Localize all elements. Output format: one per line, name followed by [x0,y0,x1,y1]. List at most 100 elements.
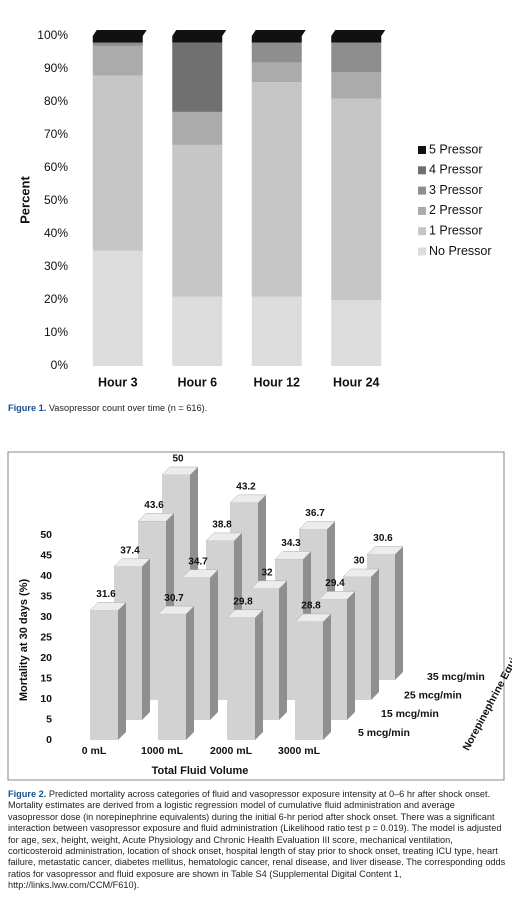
bar-side [395,546,403,680]
legend-label: No Pressor [429,244,492,258]
caption-text: Vasopressor count over time (n = 616). [48,403,208,413]
data-label: 36.7 [305,508,325,519]
y-tick-label: 40% [44,226,68,240]
y-tick-label: 60% [44,160,68,174]
x-tick-label: 1000 mL [141,745,184,757]
data-label: 50 [172,454,184,465]
y-tick-label: 20 [40,652,52,664]
bar-segment [331,300,382,366]
caption-label: Figure 2. [8,789,47,799]
bar-side [279,580,287,720]
x-tick-label: Hour 3 [98,375,138,389]
y-tick-label: 30% [44,259,68,273]
bar [227,617,255,740]
bar-segment [92,36,143,43]
x-tick-label: 2000 mL [210,745,253,757]
bar-segment [251,36,302,43]
y-tick-label: 50% [44,193,68,207]
bar-cap [92,30,147,36]
y-tick-label: 5 [46,713,52,725]
bar-segment [251,82,302,297]
y-tick-label: 50 [40,529,52,541]
y-axis-title: Percent [17,175,32,223]
bar-segment [251,296,302,366]
x-axis-title: Total Fluid Volume [152,765,249,777]
y-tick-label: 0% [51,358,69,372]
legend-swatch [418,166,426,175]
y-tick-label: 80% [44,94,68,108]
data-label: 29.4 [325,578,345,589]
caption-label: Figure 1. [8,403,47,413]
y-tick-label: 30 [40,611,52,623]
bar-segment [331,72,382,99]
y-tick-label: 15 [40,672,52,684]
legend-swatch [418,247,426,256]
legend-swatch [418,206,426,215]
bar-segment [172,42,223,112]
legend-label: 2 Pressor [429,203,483,217]
data-label: 38.8 [212,520,232,531]
data-label: 37.4 [120,545,140,556]
legend-swatch [418,146,426,154]
x-tick-label: 0 mL [82,745,107,757]
y-tick-label: 10% [44,325,68,339]
bar-side [347,591,355,720]
x-tick-label: Hour 24 [333,375,380,389]
bar-side [210,569,218,720]
depth-tick-label: 15 mcg/min [381,708,439,720]
bar-cap [251,30,306,36]
bar-segment [172,144,223,297]
bar-segment [172,296,223,366]
depth-tick-label: 35 mcg/min [427,671,485,683]
bar [158,614,186,740]
data-label: 30.7 [164,593,184,604]
data-label: 29.8 [233,596,253,607]
data-label: 30.6 [373,533,393,544]
y-tick-label: 35 [40,590,52,602]
bar-segment [172,36,223,43]
y-axis-title: Mortality at 30 days (%) [18,579,30,702]
bar-segment [331,36,382,43]
data-label: 32 [261,567,273,578]
legend-label: 4 Pressor [429,163,483,177]
y-tick-label: 10 [40,693,52,705]
bar-segment [172,111,223,145]
y-tick-label: 40 [40,570,52,582]
bar [295,621,323,740]
figure-frame [7,451,505,781]
data-label: 31.6 [96,589,116,600]
y-tick-label: 100% [37,28,68,42]
caption-text: Predicted mortality across categories of… [8,789,506,891]
bar-side [255,609,263,740]
legend-swatch [418,227,426,236]
caption: Figure 1. Vasopressor count over time (n… [8,403,506,414]
y-tick-label: 0 [46,734,52,746]
y-tick-label: 90% [44,61,68,75]
bar-cap [172,30,227,36]
data-label: 28.8 [301,601,321,612]
bar-segment [251,42,302,63]
depth-tick-label: 5 mcg/min [358,727,410,739]
bar-segment [92,250,143,366]
x-tick-label: Hour 12 [253,375,300,389]
bar-cap [331,30,386,36]
legend-swatch [418,186,426,195]
data-label: 43.6 [144,500,164,511]
bar-side [142,558,150,720]
y-tick-label: 20% [44,292,68,306]
y-tick-label: 70% [44,127,68,141]
bar-segment [331,98,382,300]
bar-segment [92,75,143,251]
bar-segment [331,42,382,73]
bar-side [371,569,379,700]
bar-segment [92,42,143,46]
bar-segment [251,62,302,83]
data-label: 34.3 [281,538,301,549]
data-label: 30 [353,556,365,567]
x-tick-label: Hour 6 [177,375,217,389]
bar [90,610,118,740]
legend-label: 1 Pressor [429,223,483,237]
bar-side [323,613,331,740]
data-label: 34.7 [188,556,208,567]
